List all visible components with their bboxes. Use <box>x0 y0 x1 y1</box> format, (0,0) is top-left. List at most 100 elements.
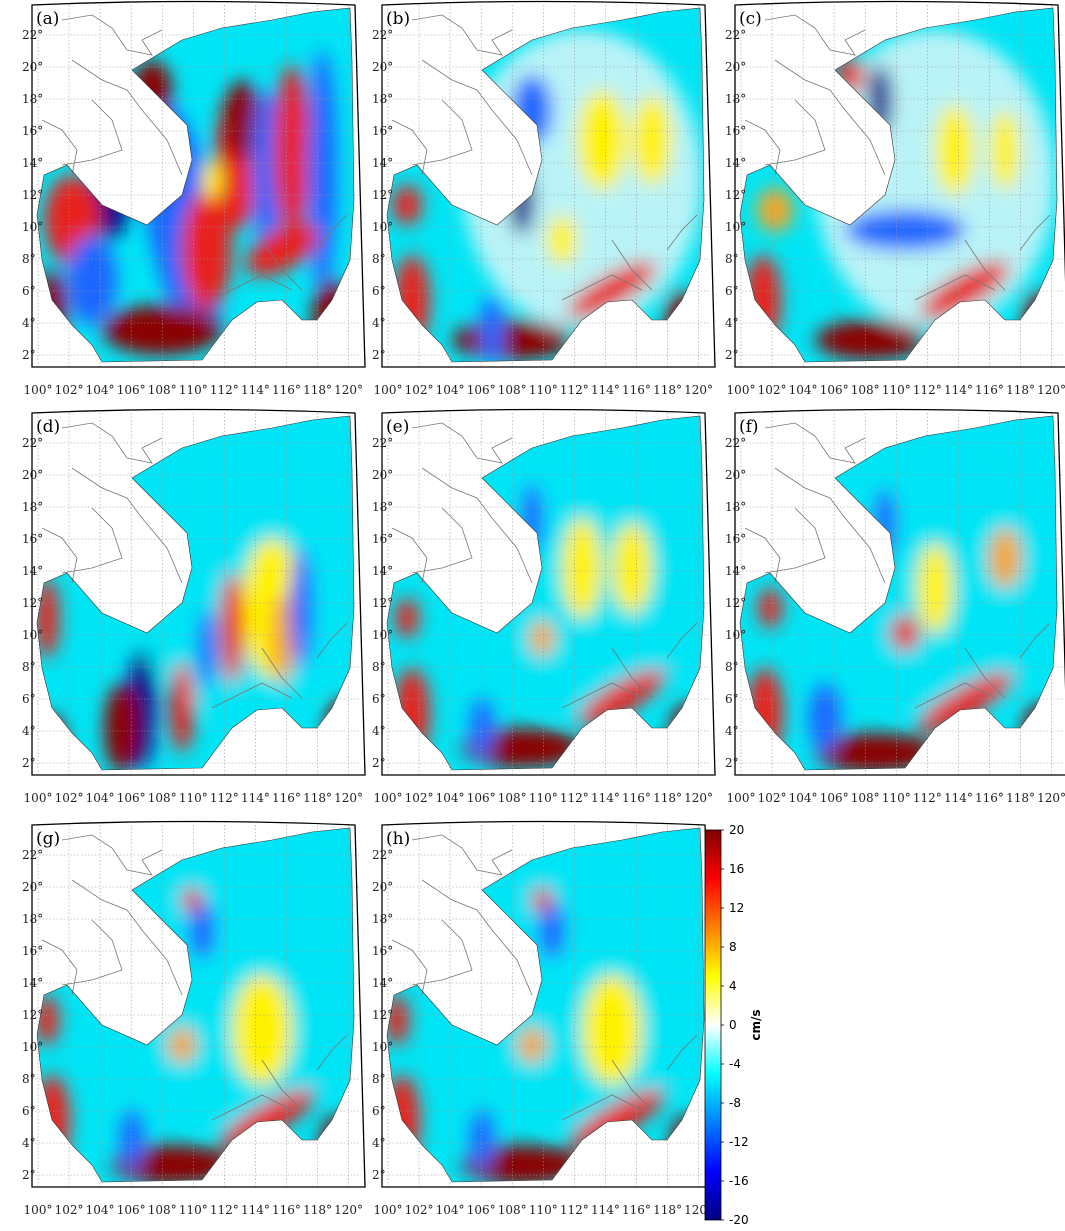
country-border <box>744 527 781 584</box>
lat-tick-label: 8° <box>372 660 386 674</box>
coastline <box>386 415 705 771</box>
panel-label: (e) <box>386 417 409 437</box>
velocity-blob <box>224 80 260 160</box>
country-border <box>391 527 428 584</box>
coastline <box>739 415 1058 771</box>
lon-tick-label: 120° <box>1037 383 1065 397</box>
lat-tick-label: 18° <box>22 912 43 926</box>
country-border <box>914 682 996 709</box>
lat-tick-label: 2° <box>22 1168 36 1182</box>
velocity-blob <box>470 1110 494 1170</box>
lat-tick-label: 20° <box>372 60 393 74</box>
lat-tick-label: 12° <box>372 596 393 610</box>
velocity-blob <box>104 683 140 770</box>
lon-tick-label: 114° <box>591 1203 620 1217</box>
velocity-blob <box>182 888 202 912</box>
lat-tick-label: 4° <box>22 316 36 330</box>
country-border <box>411 99 473 166</box>
lon-tick-label: 104° <box>436 383 465 397</box>
lat-tick-label: 20° <box>372 468 393 482</box>
country-border <box>411 919 473 986</box>
velocity-blob <box>747 668 783 758</box>
country-border <box>61 422 163 464</box>
velocity-blob <box>120 1110 144 1170</box>
panel-label: (h) <box>386 829 410 849</box>
lat-tick-label: 10° <box>725 628 746 642</box>
lat-tick-label: 22° <box>725 28 746 42</box>
velocity-blob <box>312 280 352 360</box>
lon-tick-label: 116° <box>975 383 1004 397</box>
velocity-blob <box>395 598 419 638</box>
colorbar: 20 16 12 8 4 0 -4 -8 -12 -16 -20 cm/s <box>704 822 765 1227</box>
velocity-blob <box>197 608 217 688</box>
country-border <box>611 1059 653 1111</box>
velocity-blob <box>916 672 1014 734</box>
map-panel: (h) 2° 4° 6° 8° 10° 12° 14° 16° 18° 20° 22° 100° 102°… <box>372 820 727 1225</box>
country-border <box>744 119 781 176</box>
velocity-blob <box>1022 703 1057 770</box>
map-panel: (f) 2° 4° 6° 8° 10° 12° 14° 16° 18° 20° 22° 100° 102°… <box>725 408 1065 813</box>
map-frame <box>734 0 1065 368</box>
lon-tick-label: 118° <box>303 1203 332 1217</box>
lat-tick-label: 12° <box>22 1008 43 1022</box>
lon-tick-label: 110° <box>179 1203 208 1217</box>
velocity-blob <box>477 830 704 1130</box>
colorbar-tick-label: 16 <box>729 862 744 876</box>
lon-tick-label: 120° <box>334 383 363 397</box>
lat-tick-label: 22° <box>725 436 746 450</box>
velocity-blob <box>188 900 216 960</box>
lon-tick-label: 116° <box>622 383 651 397</box>
country-border <box>914 274 996 301</box>
lat-tick-label: 4° <box>725 316 739 330</box>
country-border <box>964 647 1006 699</box>
lon-tick-label: 102° <box>405 383 434 397</box>
lon-tick-label: 102° <box>55 383 84 397</box>
lon-tick-label: 118° <box>303 791 332 805</box>
velocity-blob <box>530 620 554 656</box>
lon-tick-label: 112° <box>210 383 239 397</box>
country-border <box>411 14 513 56</box>
lon-tick-label: 112° <box>560 791 589 805</box>
velocity-blob <box>38 713 66 770</box>
velocity-blob <box>632 95 672 185</box>
lat-tick-label: 18° <box>725 92 746 106</box>
map-panel: (g) 2° 4° 6° 8° 10° 12° 14° 16° 18° 20° 22° 100° 102°… <box>22 820 377 1225</box>
lat-tick-label: 2° <box>22 756 36 770</box>
country-border <box>61 14 163 56</box>
lat-tick-label: 10° <box>22 220 43 234</box>
lat-tick-label: 6° <box>725 284 739 298</box>
lat-tick-label: 22° <box>22 28 43 42</box>
lat-tick-label: 20° <box>22 60 43 74</box>
coastline <box>739 7 1058 363</box>
country-border <box>764 507 826 574</box>
map-frame <box>381 408 716 776</box>
lon-tick-label: 108° <box>148 1203 177 1217</box>
lat-tick-label: 4° <box>22 1136 36 1150</box>
lat-tick-label: 22° <box>22 848 43 862</box>
velocity-blob <box>245 223 319 277</box>
lat-tick-label: 8° <box>372 252 386 266</box>
lon-tick-label: 104° <box>436 791 465 805</box>
lon-tick-label: 120° <box>684 791 713 805</box>
lon-tick-label: 110° <box>179 791 208 805</box>
lon-tick-label: 106° <box>820 383 849 397</box>
velocity-blob <box>757 188 793 232</box>
velocity-blob <box>532 888 552 912</box>
country-border <box>764 14 866 56</box>
country-border <box>611 647 653 699</box>
lat-tick-label: 6° <box>372 284 386 298</box>
lat-tick-label: 12° <box>22 596 43 610</box>
velocity-blob <box>102 305 222 355</box>
lat-tick-label: 12° <box>725 596 746 610</box>
velocity-blob <box>562 518 602 618</box>
velocity-blob <box>252 90 282 250</box>
lat-tick-label: 18° <box>372 92 393 106</box>
country-border <box>71 59 183 176</box>
velocity-blob <box>319 1115 354 1182</box>
country-border <box>261 239 303 291</box>
lat-tick-label: 20° <box>725 468 746 482</box>
coastline <box>36 415 355 771</box>
lat-tick-label: 10° <box>22 1040 43 1054</box>
panel-label: (d) <box>36 417 60 437</box>
velocity-blob <box>202 160 222 200</box>
